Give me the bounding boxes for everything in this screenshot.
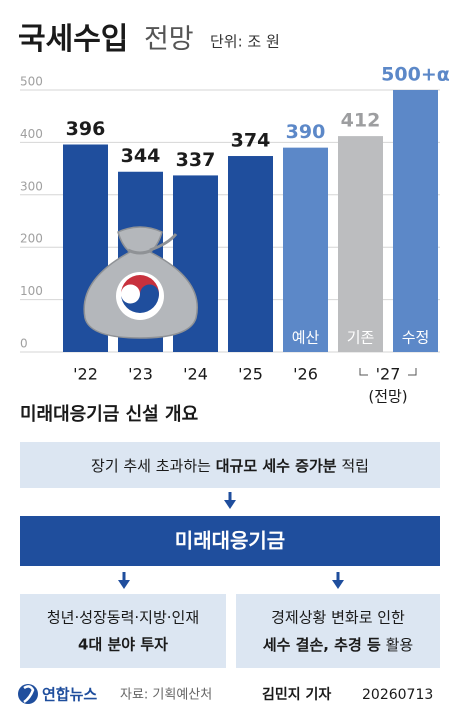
value-label: 396 [66,118,106,140]
right-text-rest: 활용 [381,636,413,654]
bar-inner-label: 기존 [347,329,375,347]
source-note: 자료: 기획예산처 [120,688,212,703]
logo-text: 연합뉴스 [42,686,97,704]
chart-title: 국세수입 전망 [18,22,194,57]
logo-icon [18,684,38,704]
x-tick-label: '25 [238,365,263,384]
bar [283,147,328,352]
value-label: 500+α [381,64,450,86]
title-bold: 국세수입 [18,22,128,57]
x-tick-label: '26 [293,365,318,384]
date: 20260713 [362,687,433,703]
source-text-2: 대규모 세수 증가분 [216,457,337,475]
source-text-1: 장기 추세 초과하는 [91,457,216,475]
x-tick-label: '24 [183,365,208,384]
x-tick-label: '22 [73,365,98,384]
value-label: 337 [176,149,216,171]
y-tick-label: 200 [20,232,43,246]
bar-inner-label: 예산 [292,329,320,347]
value-label: 374 [231,130,271,152]
right-box-line-2: 세수 결손, 추경 등 활용 [263,636,413,654]
x-tick-label: '23 [128,365,153,384]
source-text-3: 적립 [337,457,369,475]
y-tick-label: 500 [20,75,43,89]
value-label: 390 [286,121,326,143]
source-box-text: 장기 추세 초과하는 대규모 세수 증가분 적립 [91,457,369,475]
y-tick-label: 0 [20,337,28,351]
left-box-line-2: 4대 분야 투자 [78,636,168,654]
value-label: 412 [341,110,381,132]
bar-inner-label: 수정 [402,329,430,347]
money-bag-illustration [83,226,198,339]
value-label: 344 [121,145,161,167]
unit-label: 단위: 조 원 [210,33,280,51]
y-tick-label: 300 [20,179,43,193]
bar [338,136,383,352]
reporter: 김민지 기자 [262,686,331,703]
title-light: 전망 [144,24,194,55]
left-box [20,594,226,668]
y-tick-label: 400 [20,127,43,141]
right-box [236,594,440,668]
y-tick-label: 100 [20,284,43,298]
group-bracket [359,368,417,376]
fund-box-text: 미래대응기금 [175,529,285,553]
bar [393,90,438,352]
bar [228,156,273,352]
left-box-line-1: 청년·성장동력·지방·인재 [47,609,199,627]
source-box [20,442,440,488]
right-box-line-1: 경제상황 변화로 인한 [271,609,405,627]
arrow [118,572,344,589]
group-sublabel: (전망) [368,388,407,406]
group-label: '27 [376,365,401,384]
overview-heading: 미래대응기금 신설 개요 [20,404,198,425]
arrow [224,492,236,509]
right-text-bold: 세수 결손, 추경 등 [263,636,381,654]
fund-box [20,516,440,566]
